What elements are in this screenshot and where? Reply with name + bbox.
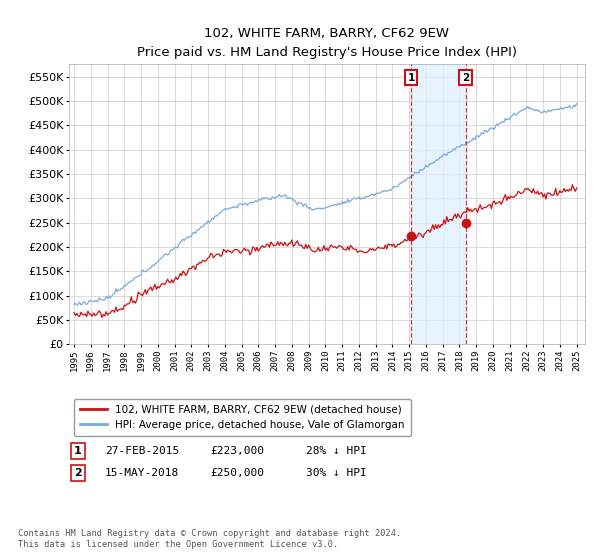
- Bar: [411, 64, 466, 344]
- Text: £223,000: £223,000: [210, 446, 264, 456]
- Text: 2: 2: [74, 468, 82, 478]
- Text: 28% ↓ HPI: 28% ↓ HPI: [306, 446, 367, 456]
- Text: 15-MAY-2018: 15-MAY-2018: [105, 468, 179, 478]
- Text: 2: 2: [462, 73, 469, 82]
- Legend: 102, WHITE FARM, BARRY, CF62 9EW (detached house), HPI: Average price, detached : 102, WHITE FARM, BARRY, CF62 9EW (detach…: [74, 399, 410, 436]
- Text: 1: 1: [407, 73, 415, 82]
- Text: 27-FEB-2015: 27-FEB-2015: [105, 446, 179, 456]
- Title: 102, WHITE FARM, BARRY, CF62 9EW
Price paid vs. HM Land Registry's House Price I: 102, WHITE FARM, BARRY, CF62 9EW Price p…: [137, 27, 517, 59]
- Text: £250,000: £250,000: [210, 468, 264, 478]
- Text: 30% ↓ HPI: 30% ↓ HPI: [306, 468, 367, 478]
- Text: 1: 1: [74, 446, 82, 456]
- Text: Contains HM Land Registry data © Crown copyright and database right 2024.
This d: Contains HM Land Registry data © Crown c…: [18, 529, 401, 549]
